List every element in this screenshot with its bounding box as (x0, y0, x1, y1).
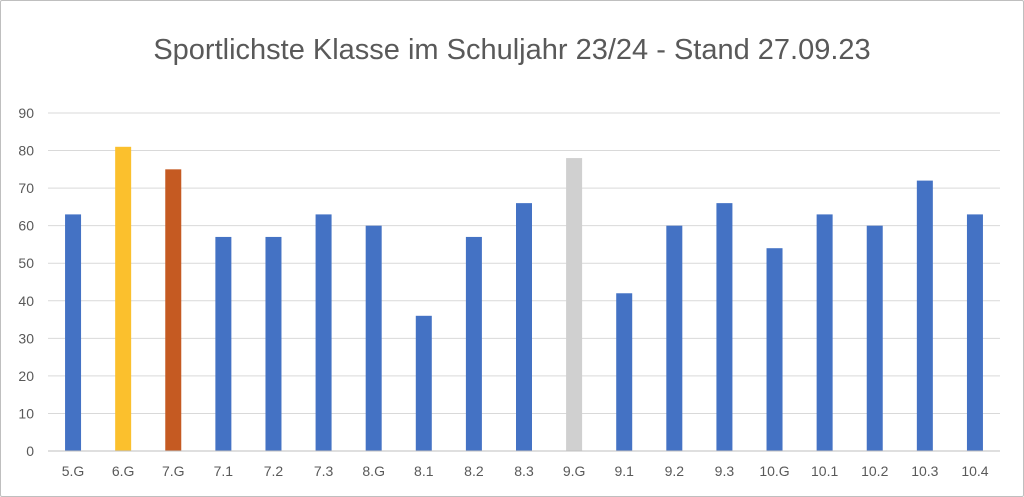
bars (65, 146, 983, 452)
bar-10-3 (916, 180, 933, 451)
bar-7-G (165, 169, 182, 452)
x-tick-label: 7.G (162, 463, 185, 479)
x-tick-label: 9.1 (614, 463, 634, 479)
x-tick-label: 10.2 (861, 463, 888, 479)
bar-8-1 (415, 315, 432, 451)
y-tick-label: 0 (26, 443, 34, 459)
bar-10-G (766, 248, 783, 451)
x-tick-label: 6.G (112, 463, 135, 479)
bar-7-3 (315, 214, 332, 451)
bar-8-3 (516, 203, 532, 451)
x-tick-label: 10.G (759, 463, 789, 479)
y-tick-label: 40 (18, 293, 34, 309)
x-tick-label: 7.2 (264, 463, 284, 479)
bar-6-G (115, 146, 132, 452)
bar-9-1 (616, 293, 633, 451)
y-tick-label: 60 (18, 218, 34, 234)
y-tick-label: 70 (18, 180, 34, 196)
x-tick-label: 10.1 (811, 463, 838, 479)
bar-10-2 (866, 225, 883, 451)
x-tick-label: 7.1 (214, 463, 234, 479)
bar-9-G (566, 158, 583, 452)
bar-10-4 (966, 214, 983, 451)
x-tick-label: 8.G (362, 463, 385, 479)
x-tick-label: 9.2 (665, 463, 685, 479)
x-tick-label: 10.4 (961, 463, 988, 479)
x-tick-label: 9.G (563, 463, 586, 479)
y-tick-label: 80 (18, 143, 34, 159)
bar-7-2 (265, 236, 282, 451)
x-tick-label: 9.3 (715, 463, 735, 479)
bar-8-G (365, 225, 382, 451)
bar-10-1 (816, 214, 833, 451)
bar-9-3 (716, 203, 733, 451)
x-tick-label: 8.2 (464, 463, 484, 479)
bar-9-2 (666, 225, 683, 451)
x-tick-label: 5.G (62, 463, 85, 479)
x-tick-label: 8.3 (514, 463, 534, 479)
y-tick-label: 10 (18, 405, 34, 421)
y-tick-label: 50 (18, 255, 34, 271)
chart-title: Sportlichste Klasse im Schuljahr 23/24 -… (153, 34, 871, 66)
x-tick-label: 10.3 (911, 463, 938, 479)
bar-8-2 (465, 236, 482, 451)
y-tick-label: 90 (18, 105, 34, 121)
bar-5-G (65, 214, 82, 451)
y-tick-label: 20 (18, 368, 34, 384)
x-axis-ticks: 5.G 6.G 7.G 7.1 7.2 7.3 8.G 8.1 8.2 8.3 9.G 9.1 9.2 9… (62, 463, 989, 479)
y-axis-ticks: 0 10 20 30 40 50 60 70 80 90 (18, 105, 34, 459)
bar-7-1 (215, 236, 232, 451)
y-tick-label: 30 (18, 330, 34, 346)
x-tick-label: 8.1 (414, 463, 434, 479)
x-tick-label: 7.3 (314, 463, 334, 479)
